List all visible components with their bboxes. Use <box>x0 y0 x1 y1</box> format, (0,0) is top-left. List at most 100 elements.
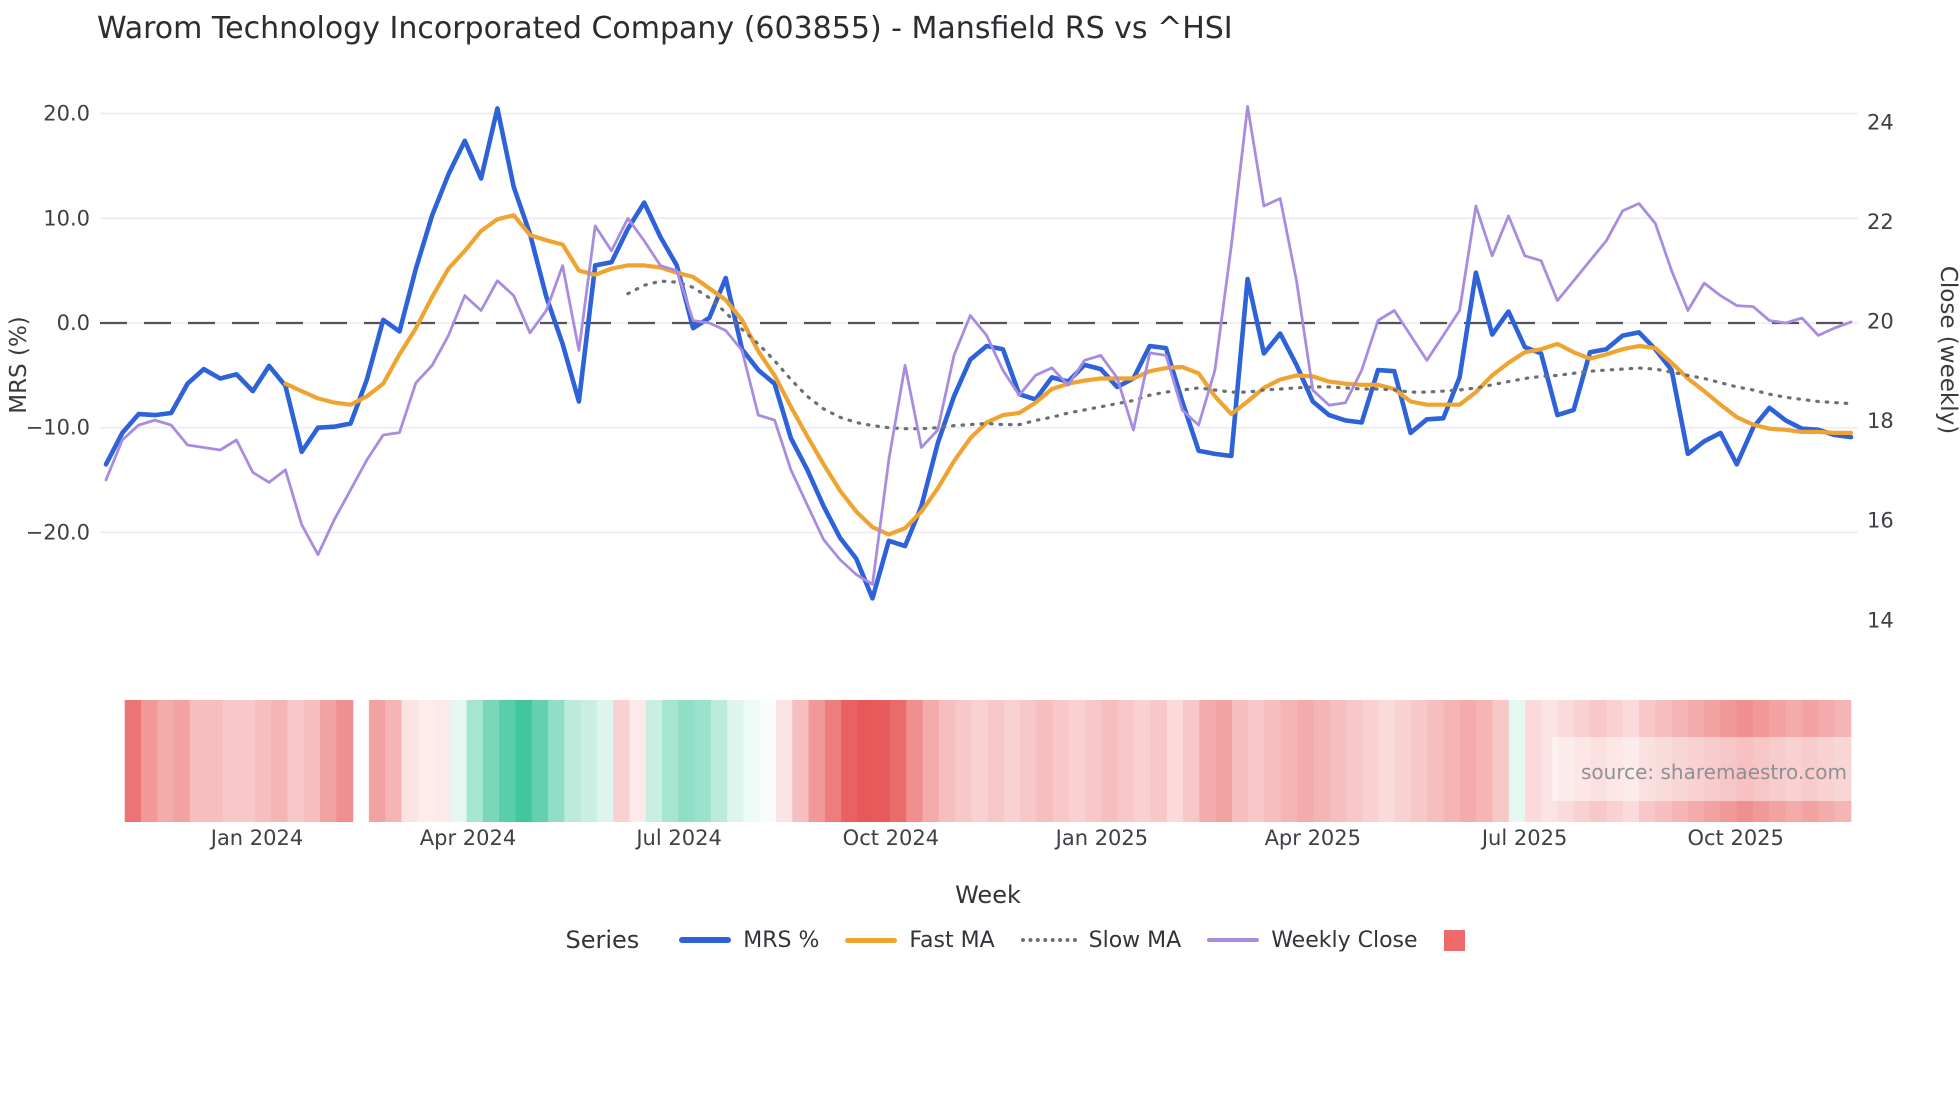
fast-ma-line-swatch-icon <box>845 937 898 943</box>
heatmap-cell <box>776 700 793 822</box>
heatmap-cell <box>1150 700 1168 822</box>
heatmap-cell <box>1508 700 1526 822</box>
heatmap-cell <box>206 700 223 822</box>
legend-item-fast-ma: Fast MA <box>845 928 995 953</box>
heatmap-cell <box>938 700 956 822</box>
heatmap-cell <box>808 700 826 822</box>
heatmap-cell <box>1753 700 1770 822</box>
x-axis-tick-label: Apr 2024 <box>420 826 516 850</box>
series-line-slow-ma <box>626 279 1853 431</box>
heatmap-cell <box>368 700 386 822</box>
heatmap-cell <box>385 700 403 822</box>
heatmap-cell <box>1427 700 1445 822</box>
heatmap-cell <box>1443 700 1461 822</box>
right-axis-tick-label: 20 <box>1867 310 1894 334</box>
x-axis-tick-label: Jul 2024 <box>634 826 721 850</box>
heatmap-cell <box>1004 700 1021 822</box>
right-axis-tick-label: 14 <box>1867 608 1894 632</box>
legend-label: Slow MA <box>1088 927 1182 953</box>
heatmap-cell <box>1313 700 1331 822</box>
x-axis-tick-label: Oct 2025 <box>1687 826 1783 850</box>
heatmap-cell <box>401 700 419 822</box>
heatmap-cell <box>1329 700 1347 822</box>
heatmap-cell <box>531 700 549 822</box>
heatmap-cell <box>1183 700 1200 822</box>
mrs-line-swatch-icon <box>679 937 732 943</box>
heatmap-cell <box>1069 700 1086 822</box>
x-axis-tick-label: Jul 2025 <box>1480 826 1567 850</box>
heatmap-cell <box>792 700 810 822</box>
right-axis-tick-label: 18 <box>1867 409 1894 433</box>
left-axis-tick-label: 20.0 <box>43 102 90 126</box>
heatmap-cell <box>1476 700 1494 822</box>
heatmap-cell <box>1134 700 1152 822</box>
heatmap-cell <box>694 700 712 822</box>
heatmap-cell <box>238 700 256 822</box>
legend-item-heatmap <box>1443 929 1465 951</box>
right-axis-title: Close (weekly) <box>1935 266 1960 434</box>
heatmap-cell <box>336 700 354 822</box>
heatmap-cell <box>1036 700 1054 822</box>
heatmap-cell <box>141 700 158 822</box>
heatmap-cell <box>1573 700 1591 822</box>
heatmap-cell <box>1378 700 1396 822</box>
heatmap-cell <box>320 700 337 822</box>
heatmap-cell <box>1345 700 1363 822</box>
heatmap-cell <box>1655 700 1673 822</box>
heatmap-layer <box>124 700 1852 822</box>
legend-item-slow-ma: Slow MA <box>1020 927 1182 953</box>
left-axis-tick-label: −10.0 <box>26 416 90 440</box>
heatmap-cell <box>548 700 565 822</box>
heatmap-cell <box>1557 700 1575 822</box>
x-axis-tick-label: Jan 2025 <box>1054 826 1149 850</box>
left-axis-tick-label: 10.0 <box>43 206 90 230</box>
weekly-close-line-swatch-icon <box>1207 938 1260 942</box>
legend-title: Series <box>565 926 640 954</box>
heatmap-cell <box>1525 700 1542 822</box>
heatmap-cell <box>1785 700 1803 822</box>
series-line-fast-ma <box>283 213 1854 537</box>
left-axis-tick-label: −20.0 <box>26 520 90 544</box>
heatmap-cell <box>1280 700 1298 822</box>
heatmap-cell <box>189 700 207 822</box>
heatmap-cell <box>1118 700 1135 822</box>
heatmap-cell <box>1671 700 1689 822</box>
legend-item-weekly-close: Weekly Close <box>1207 927 1418 953</box>
heatmap-cell <box>1231 700 1249 822</box>
heatmap-cell <box>629 700 647 822</box>
heatmap-cell <box>173 700 191 822</box>
heatmap-cell <box>1639 700 1656 822</box>
x-axis-tick-label: Oct 2024 <box>843 826 939 850</box>
right-axis-tick-label: 16 <box>1867 509 1894 533</box>
heatmap-cell <box>1101 700 1119 822</box>
x-axis-title: Week <box>955 881 1021 909</box>
left-axis-tick-label: 0.0 <box>57 311 90 335</box>
chart-title: Warom Technology Incorporated Company (6… <box>97 11 1233 46</box>
heatmap-cell <box>1020 700 1038 822</box>
right-axis-tick-label: 22 <box>1867 210 1894 234</box>
heatmap-cell <box>1590 700 1608 822</box>
heatmap-cell <box>1704 700 1722 822</box>
heatmap-cell <box>1459 700 1477 822</box>
legend-label: MRS % <box>743 927 820 953</box>
legend-label: Weekly Close <box>1271 927 1418 953</box>
tick-labels-layer: Jan 2024 Apr 2024 Jul 2024 Oct 2024 Jan 2025… <box>26 102 1894 850</box>
legend-item-mrs: MRS % <box>679 928 819 953</box>
heatmap-cell <box>710 700 728 822</box>
heatmap-swatch-icon <box>1443 929 1465 951</box>
heatmap-cell <box>645 700 663 822</box>
heatmap-cell <box>727 700 745 822</box>
heatmap-cell <box>857 700 875 822</box>
heatmap-cell <box>1541 700 1559 822</box>
heatmap-cell <box>922 700 940 822</box>
heatmap-cell <box>255 700 272 822</box>
gridlines-layer <box>100 112 1858 534</box>
slow-ma-dotted-swatch-icon <box>1020 938 1077 942</box>
heatmap-cell <box>1394 700 1412 822</box>
heatmap-cell <box>1769 700 1787 822</box>
heatmap-cell <box>580 700 598 822</box>
heatmap-cell <box>662 700 679 822</box>
heatmap-cell <box>1622 700 1640 822</box>
heatmap-cell <box>1720 700 1738 822</box>
heatmap-cell <box>596 700 614 822</box>
